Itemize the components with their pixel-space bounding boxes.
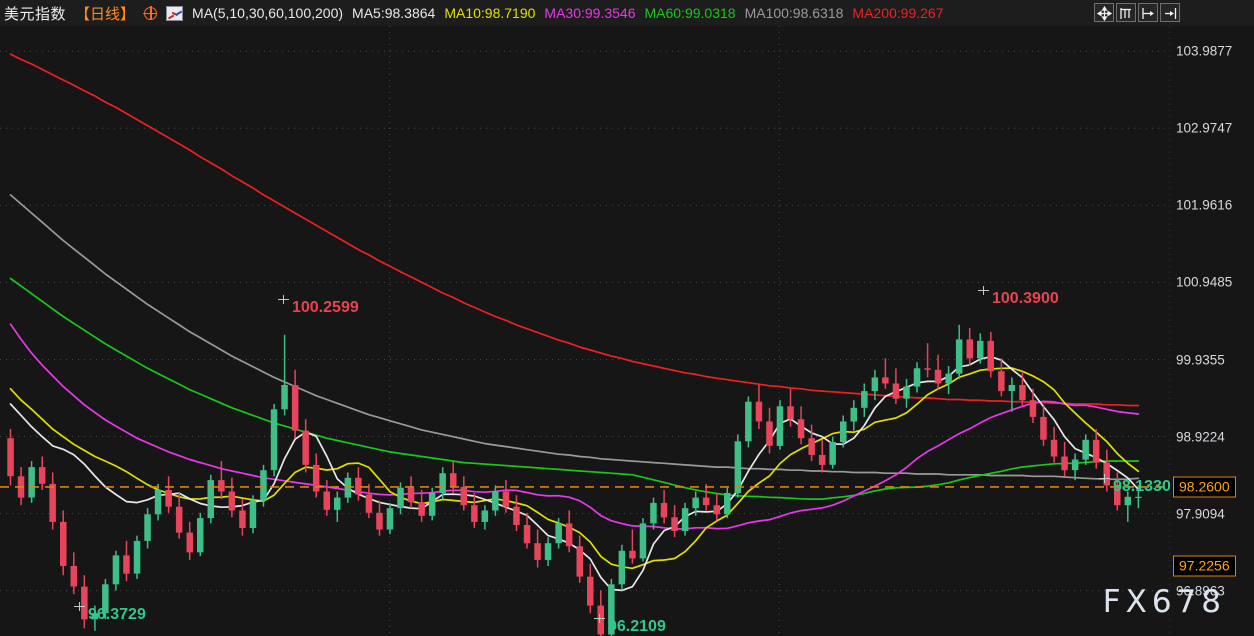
ma60-line: [9, 277, 1140, 500]
chart-header-bar: 美元指数 【日线】 MA(5,10,30,60,100,200) MA5:98.…: [0, 0, 1254, 26]
ma200-readout: MA200:99.267: [852, 5, 944, 21]
axis-tick-4: 99.9355: [1176, 352, 1225, 367]
shift-right-tool-button[interactable]: [1160, 3, 1180, 22]
move-tool-button[interactable]: [1094, 3, 1114, 22]
swing-low-label-2: 96.2109: [608, 618, 666, 635]
ma60-readout: MA60:99.0318: [644, 5, 736, 21]
axis-tick-2: 101.9616: [1176, 197, 1233, 213]
symbol-label: 美元指数: [4, 5, 67, 23]
ma-config-label: MA(5,10,30,60,100,200): [192, 5, 344, 21]
symbol-name[interactable]: 美元指数: [4, 3, 66, 24]
ma100-line: [9, 194, 1140, 481]
price-axis[interactable]: 103.9877 102.9747 101.9616 100.9485 99.9355 9…: [1170, 26, 1254, 636]
axis-tick-3: 100.9485: [1176, 274, 1233, 290]
last-close-label: 98.1330: [1113, 478, 1170, 495]
mini-chart-icon[interactable]: [166, 5, 184, 21]
axis-tick-5: 98.9224: [1176, 429, 1225, 444]
period-label[interactable]: 【日线】: [75, 5, 136, 23]
ma5-line: [9, 355, 1140, 592]
align-right-tool-button[interactable]: [1138, 3, 1158, 22]
axis-tick-6: 97.9094: [1176, 506, 1225, 522]
chart-canvas: [0, 26, 1170, 636]
grid-lines: [0, 26, 1170, 636]
ma200-line: [9, 53, 1140, 407]
axis-tick-0: 103.9877: [1176, 43, 1233, 59]
candlestick-series: [7, 324, 1142, 636]
swing-high-label-2: 100.3900: [992, 290, 1059, 307]
watermark-label: FX678: [1102, 584, 1226, 620]
axis-tick-7: 96.8963: [1176, 583, 1225, 599]
ma100-readout: MA100:98.6318: [744, 5, 844, 21]
price-marker-box[interactable]: 97.2256: [1173, 555, 1236, 577]
swing-low-label: 96.3729: [88, 606, 146, 623]
chart-toolbar: [1094, 3, 1180, 22]
last-price-box[interactable]: 98.2600: [1173, 476, 1236, 498]
align-left-tool-button[interactable]: [1116, 3, 1136, 22]
crosshair-circle-icon[interactable]: [143, 5, 158, 20]
price-chart-plot[interactable]: 100.2599 100.3900 96.3729 96.2109 98.1330: [0, 26, 1170, 636]
axis-tick-1: 102.9747: [1176, 120, 1233, 136]
ma5-readout: MA5:98.3864: [352, 5, 436, 21]
ma10-readout: MA10:98.7190: [444, 5, 536, 21]
ma30-line: [9, 323, 1140, 530]
swing-high-label: 100.2599: [292, 299, 359, 316]
ma30-readout: MA30:99.3546: [544, 5, 636, 21]
